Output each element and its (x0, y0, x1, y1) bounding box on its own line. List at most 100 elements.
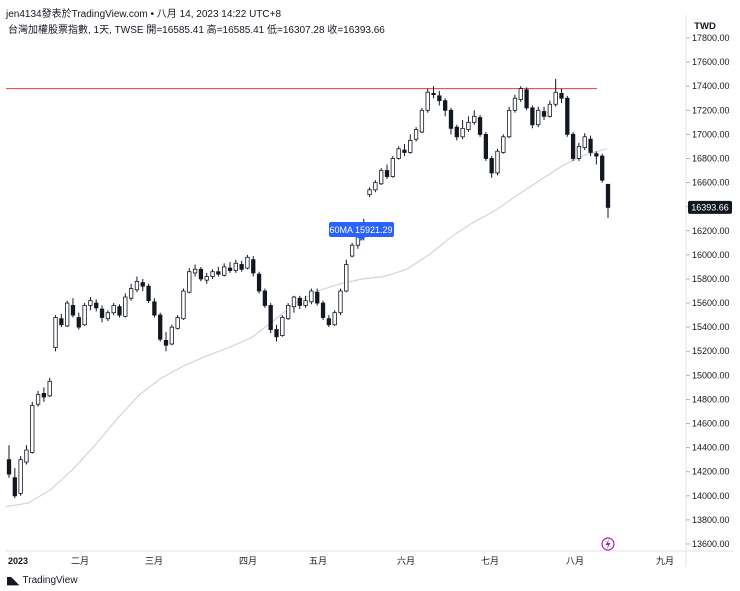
candle[interactable] (6, 445, 12, 478)
candle[interactable] (384, 164, 390, 179)
candle[interactable] (437, 91, 442, 106)
candle[interactable] (338, 288, 343, 316)
candle[interactable] (251, 256, 256, 277)
candle[interactable] (547, 100, 552, 118)
candle[interactable] (536, 106, 541, 128)
candle[interactable] (326, 315, 331, 328)
candle[interactable] (158, 312, 163, 342)
candle[interactable] (146, 283, 151, 304)
candle[interactable] (472, 110, 477, 125)
candle[interactable] (570, 131, 576, 161)
candle[interactable] (99, 305, 105, 323)
candle[interactable] (576, 142, 582, 161)
candle[interactable] (111, 303, 116, 316)
candle[interactable] (332, 310, 337, 326)
candle[interactable] (367, 187, 372, 198)
candle[interactable] (35, 390, 41, 407)
candle[interactable] (262, 288, 268, 308)
candle[interactable] (163, 331, 169, 352)
candle[interactable] (47, 377, 52, 398)
candle[interactable] (443, 98, 448, 117)
candle[interactable] (274, 324, 279, 342)
candle[interactable] (344, 259, 349, 293)
candle[interactable] (605, 183, 611, 218)
candle[interactable] (65, 300, 70, 328)
candle[interactable] (59, 313, 64, 328)
candle[interactable] (152, 298, 157, 318)
candle[interactable] (320, 300, 326, 320)
price-axis[interactable]: 17800.00 17600.00 17400.00 17200.00 17000.00… (686, 33, 730, 549)
candle[interactable] (460, 119, 465, 140)
candle[interactable] (349, 242, 355, 258)
candle[interactable] (128, 283, 134, 301)
candle[interactable] (227, 262, 233, 273)
candle[interactable] (117, 304, 122, 318)
candle[interactable] (88, 297, 93, 311)
candle[interactable] (553, 78, 558, 107)
candle[interactable] (204, 272, 209, 284)
candle[interactable] (303, 295, 308, 308)
candle[interactable] (315, 288, 320, 306)
candle[interactable] (431, 86, 436, 99)
candle[interactable] (408, 134, 413, 154)
candle[interactable] (105, 310, 111, 322)
candle[interactable] (30, 401, 35, 454)
currency-label[interactable]: TWD (694, 21, 716, 32)
candle[interactable] (12, 468, 17, 499)
candle[interactable] (82, 303, 87, 326)
candle[interactable] (210, 269, 215, 279)
candle[interactable] (134, 276, 140, 293)
candle[interactable] (280, 315, 285, 337)
candle[interactable] (245, 254, 250, 270)
candle[interactable] (222, 263, 227, 277)
candle[interactable] (18, 456, 23, 496)
candle[interactable] (512, 94, 518, 113)
flash-icon[interactable] (601, 537, 615, 551)
candle[interactable] (454, 124, 459, 141)
candle[interactable] (187, 268, 192, 294)
candle[interactable] (489, 156, 494, 178)
candle[interactable] (582, 133, 587, 151)
candle[interactable] (524, 87, 529, 111)
candle[interactable] (291, 295, 297, 313)
candle[interactable] (198, 266, 204, 282)
candle[interactable] (169, 324, 174, 346)
candle[interactable] (588, 135, 593, 157)
candle[interactable] (477, 115, 483, 137)
candle[interactable] (565, 95, 570, 137)
candle[interactable] (600, 153, 605, 183)
candle[interactable] (123, 293, 128, 318)
candle[interactable] (413, 127, 419, 142)
candle[interactable] (256, 271, 262, 294)
candle[interactable] (541, 106, 547, 120)
candle[interactable] (175, 315, 180, 330)
candle[interactable] (192, 264, 198, 277)
candle[interactable] (70, 298, 76, 318)
candle[interactable] (425, 88, 430, 113)
candle[interactable] (76, 312, 81, 330)
candle[interactable] (390, 156, 395, 178)
candle[interactable] (495, 148, 500, 176)
candle[interactable] (559, 88, 564, 104)
ma-badge[interactable]: 60MA 15921.29 (329, 222, 394, 241)
candle[interactable] (379, 168, 384, 185)
candle[interactable] (181, 288, 186, 320)
candle[interactable] (402, 144, 407, 157)
candle[interactable] (297, 295, 302, 310)
candle[interactable] (285, 303, 291, 320)
candle[interactable] (448, 107, 454, 135)
candle[interactable] (140, 278, 145, 291)
candle[interactable] (268, 303, 273, 334)
candle[interactable] (41, 387, 47, 402)
candle[interactable] (419, 107, 425, 134)
candle[interactable] (501, 134, 506, 154)
candle[interactable] (24, 445, 29, 465)
candle[interactable] (239, 260, 244, 272)
candle[interactable] (530, 105, 535, 129)
candle[interactable] (373, 180, 378, 193)
candle[interactable] (396, 146, 401, 160)
candle[interactable] (233, 259, 238, 273)
candle[interactable] (466, 116, 471, 132)
time-axis[interactable]: 2023 二月 三月 四月 五月 六月 七月 八月 九月 (8, 555, 674, 566)
